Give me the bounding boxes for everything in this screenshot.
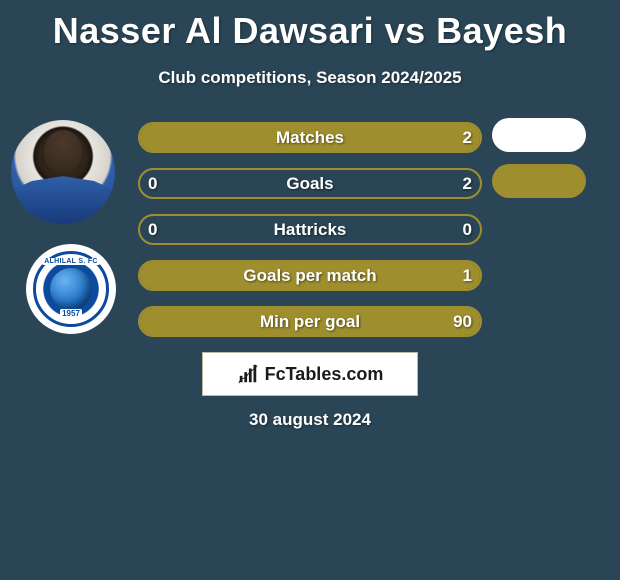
stat-label: Goals per match xyxy=(243,266,376,286)
stat-right-value: 2 xyxy=(463,128,472,148)
stat-right-value: 2 xyxy=(463,174,472,194)
stats-bar-group: Matches 2 0 Goals 2 0 Hattricks 0 Goals per matc… xyxy=(138,122,482,352)
player-avatar xyxy=(11,120,115,224)
stat-right-value: 1 xyxy=(463,266,472,286)
stat-label: Hattricks xyxy=(274,220,347,240)
right-pill-column xyxy=(490,118,610,348)
stat-label: Min per goal xyxy=(260,312,360,332)
comparison-pill xyxy=(492,164,586,198)
stat-right-value: 90 xyxy=(453,312,472,332)
club-badge: ALHILAL S. FC xyxy=(26,244,116,334)
stat-bar-row: 0 Hattricks 0 xyxy=(138,214,482,245)
page-title: Nasser Al Dawsari vs Bayesh xyxy=(0,0,620,52)
comparison-pill xyxy=(492,118,586,152)
stat-bar-row: 0 Goals 2 xyxy=(138,168,482,199)
footer-date: 30 august 2024 xyxy=(0,410,620,430)
stat-left-value: 0 xyxy=(148,220,157,240)
bar-chart-icon xyxy=(237,363,259,385)
site-name: FcTables.com xyxy=(265,364,384,385)
left-avatar-column: ALHILAL S. FC xyxy=(8,120,118,354)
stat-right-value: 0 xyxy=(463,220,472,240)
page-subtitle: Club competitions, Season 2024/2025 xyxy=(0,52,620,88)
site-badge: FcTables.com xyxy=(202,352,418,396)
club-top-text: ALHILAL S. FC xyxy=(42,258,100,265)
stat-label: Goals xyxy=(286,174,333,194)
stat-label: Matches xyxy=(276,128,344,148)
club-shield-icon: ALHILAL S. FC xyxy=(33,251,109,327)
stat-left-value: 0 xyxy=(148,174,157,194)
stat-bar-row: Goals per match 1 xyxy=(138,260,482,291)
stat-bar-row: Min per goal 90 xyxy=(138,306,482,337)
stat-bar-row: Matches 2 xyxy=(138,122,482,153)
